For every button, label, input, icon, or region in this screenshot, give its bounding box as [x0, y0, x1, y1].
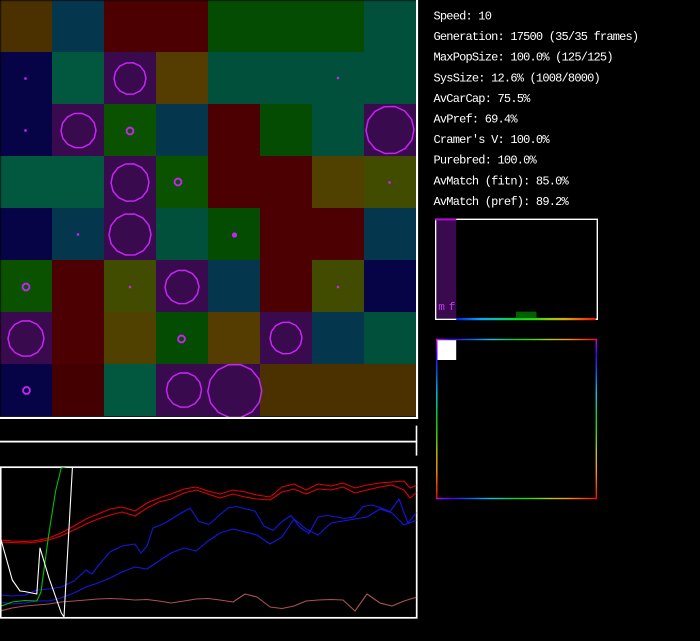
svg-text:MaxPopSize: 100.0% (125/125): MaxPopSize: 100.0% (125/125) [434, 51, 613, 65]
svg-text:AvMatch (pref): 89.2%: AvMatch (pref): 89.2% [434, 195, 570, 209]
svg-text:m f: m f [438, 302, 455, 314]
svg-text:AvMatch (fitn): 85.0%: AvMatch (fitn): 85.0% [434, 174, 570, 188]
svg-text:AvPref: 69.4%: AvPref: 69.4% [434, 113, 519, 127]
svg-text:Cramer's V: 100.0%: Cramer's V: 100.0% [434, 133, 551, 147]
svg-text:SysSize: 12.6% (1008/8000): SysSize: 12.6% (1008/8000) [434, 71, 600, 85]
svg-text:Speed: 10: Speed: 10 [434, 10, 492, 24]
svg-text:AvCarCap: 75.5%: AvCarCap: 75.5% [434, 92, 532, 106]
svg-text:Purebred: 100.0%: Purebred: 100.0% [434, 154, 538, 168]
svg-text:Generation: 17500 (35/35 frame: Generation: 17500 (35/35 frames) [434, 30, 639, 44]
